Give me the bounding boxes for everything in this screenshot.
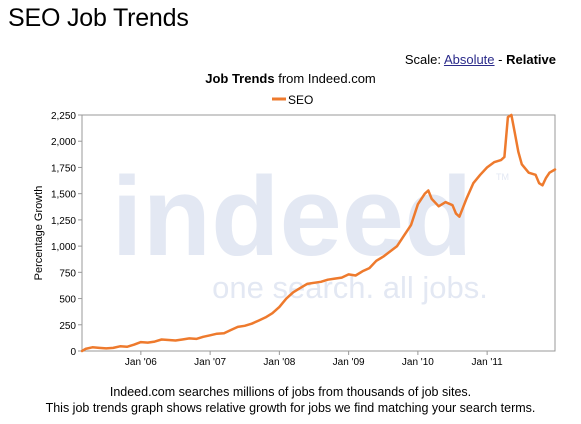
y-tick-label: 1,000 [51, 242, 76, 253]
page-title: SEO Job Trends [8, 4, 189, 32]
job-trends-chart: indeed TM one search. all jobs. SEO 0 250… [33, 93, 557, 368]
chart-legend: SEO [272, 93, 313, 107]
legend-label-seo: SEO [288, 93, 313, 107]
scale-selector: Scale: Absolute - Relative [405, 52, 556, 67]
chart-title: Job Trends from Indeed.com [0, 71, 581, 86]
scale-absolute-link[interactable]: Absolute [443, 52, 495, 67]
watermark-trademark: TM [496, 172, 509, 182]
x-tick-label: Jan '06 [125, 357, 157, 368]
y-tick-label: 2,250 [51, 111, 76, 122]
footer-line-2: This job trends graph shows relative gro… [45, 401, 536, 415]
indeed-watermark: indeed TM one search. all jobs. [112, 154, 509, 305]
scale-label: Scale: [404, 52, 442, 67]
y-tick-label: 750 [59, 268, 76, 279]
chart-series [80, 113, 557, 353]
footer-line-1: Indeed.com searches millions of jobs fro… [109, 385, 472, 399]
x-tick-label: Jan '10 [402, 357, 434, 368]
scale-separator: - [498, 52, 503, 67]
x-tick-label: Jan '08 [263, 357, 295, 368]
scale-relative-current: Relative [506, 52, 556, 67]
y-tick-label: 1,250 [51, 216, 76, 227]
watermark-brand: indeed [112, 154, 473, 279]
chart-title-bold: Job Trends [205, 71, 275, 86]
chart-title-rest: from Indeed.com [278, 71, 376, 86]
y-axis-label: Percentage Growth [33, 186, 45, 281]
y-tick-label: 2,000 [51, 137, 76, 148]
y-tick-label: 1,750 [51, 163, 76, 174]
footer-note: Indeed.com searches millions of jobs fro… [0, 384, 581, 416]
x-tick-label: Jan '11 [472, 357, 504, 368]
y-tick-label: 0 [70, 347, 76, 358]
y-tick-label: 1,500 [51, 190, 76, 201]
x-tick-label: Jan '07 [194, 357, 226, 368]
plot-frame [81, 114, 556, 352]
series-line-seo [80, 113, 557, 353]
chart-axes [81, 114, 556, 352]
y-tick-label: 250 [59, 321, 76, 332]
x-tick-label: Jan '09 [333, 357, 365, 368]
chart-ticks: 0 250 500 750 1,000 1,250 1,500 1,750 2,000 2,250… [51, 111, 503, 368]
y-tick-label: 500 [59, 295, 76, 306]
